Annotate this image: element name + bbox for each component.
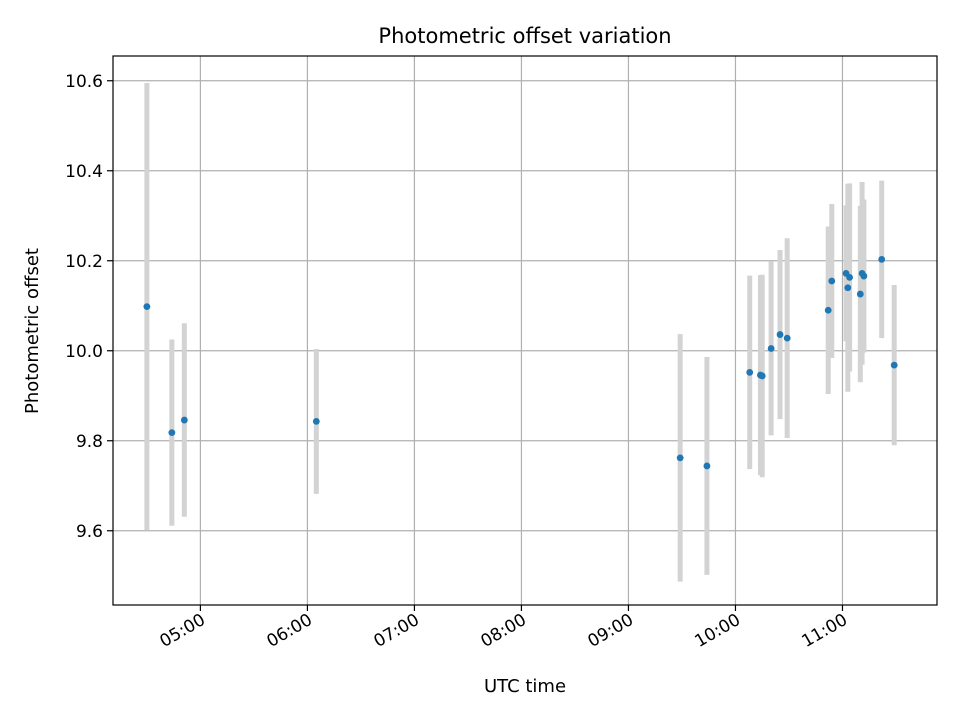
x-tick-label: 07:00	[370, 610, 422, 652]
data-point	[746, 368, 754, 376]
y-tick-label: 10.2	[65, 252, 103, 272]
y-tick-label: 9.6	[76, 522, 103, 542]
data-points	[143, 256, 898, 470]
data-point	[890, 361, 898, 369]
x-tick-label: 08:00	[477, 610, 529, 652]
data-point	[703, 462, 711, 470]
y-axis-ticks: 9.6 9.8 10.0 10.2 10.4 10.6	[65, 72, 113, 542]
x-axis-title: UTC time	[484, 676, 566, 697]
x-tick-label: 09:00	[585, 610, 637, 652]
chart-title: Photometric offset variation	[378, 24, 671, 48]
y-tick-label: 10.0	[65, 342, 103, 362]
x-tick-label: 06:00	[263, 610, 315, 652]
data-point	[168, 429, 176, 437]
data-point	[860, 272, 868, 280]
data-point	[878, 256, 886, 263]
plot-frame	[112, 55, 938, 606]
x-tick-label: 11:00	[799, 610, 851, 652]
x-axis-ticks: 05:00 06:00 07:00 08:00 09:00 10:00 11:00	[156, 605, 851, 652]
data-point	[783, 334, 791, 342]
data-point	[180, 416, 188, 424]
data-point	[676, 454, 684, 462]
data-point	[767, 345, 775, 352]
data-point	[856, 290, 864, 298]
x-tick-label: 10:00	[692, 610, 744, 652]
x-tick-label: 05:00	[156, 610, 208, 652]
data-point	[828, 277, 836, 285]
data-point	[758, 372, 766, 380]
data-point	[846, 274, 854, 281]
data-point	[143, 303, 151, 311]
y-tick-label: 10.4	[65, 162, 103, 182]
y-axis-title: Photometric offset	[22, 248, 43, 414]
data-point	[312, 418, 320, 425]
y-tick-label: 10.6	[65, 72, 103, 92]
y-tick-label: 9.8	[76, 432, 103, 452]
data-point	[824, 306, 832, 314]
data-point	[776, 331, 784, 338]
grid-lines	[113, 56, 937, 605]
data-point	[844, 284, 852, 292]
